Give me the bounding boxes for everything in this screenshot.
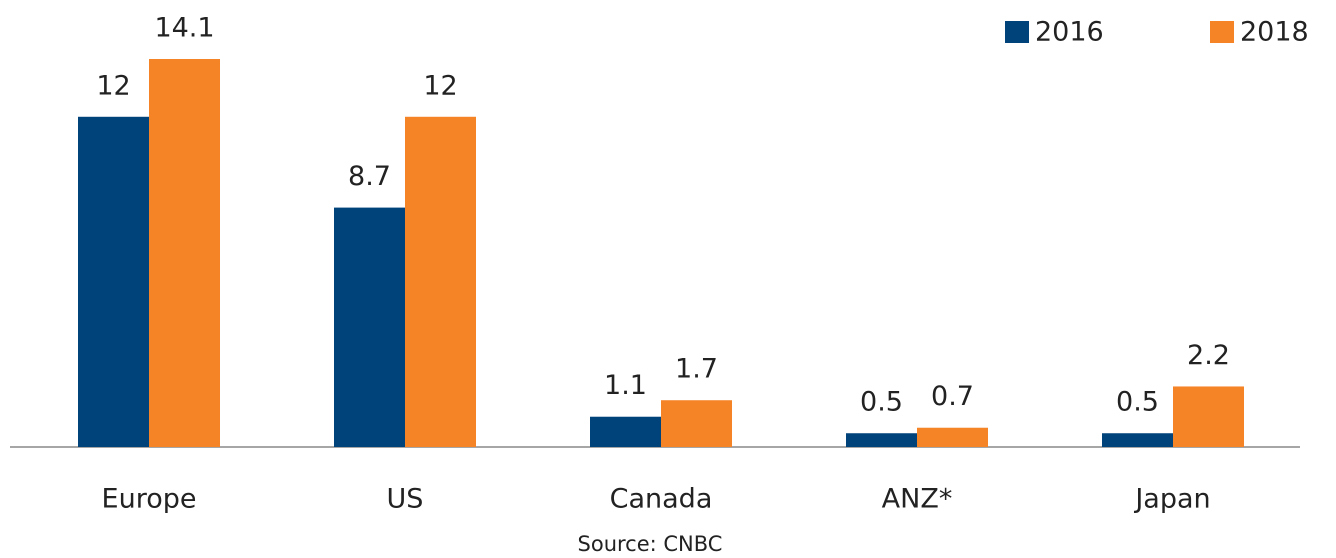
x-tick-label: Canada [610,484,713,515]
value-label: 1.1 [604,370,647,401]
source: Source: CNBC [578,532,723,556]
legend-label: 2016 [1035,17,1104,48]
bar [846,433,917,447]
bar [149,59,220,447]
x-tick-label: Europe [102,484,197,515]
x-tick-label: ANZ* [882,484,953,515]
bar [1173,386,1244,447]
bar [78,116,149,447]
bar [661,400,732,447]
bar [334,207,405,447]
x-tick-label: Japan [1133,484,1210,515]
value-label: 12 [423,70,457,101]
x-tick-label: US [387,484,424,515]
value-label: 8.7 [348,161,391,192]
bar [1102,433,1173,447]
bar [405,116,476,447]
legend-swatch [1005,21,1029,43]
bar [590,416,661,447]
value-label: 0.7 [931,381,974,412]
value-label: 0.5 [1116,387,1159,418]
value-label: 1.7 [675,354,718,385]
value-label: 12 [96,70,130,101]
value-label: 2.2 [1187,340,1230,371]
legend-swatch [1210,21,1234,43]
bar [917,427,988,447]
legend-label: 2018 [1240,17,1309,48]
value-label: 14.1 [154,13,214,44]
value-label: 0.5 [860,387,903,418]
